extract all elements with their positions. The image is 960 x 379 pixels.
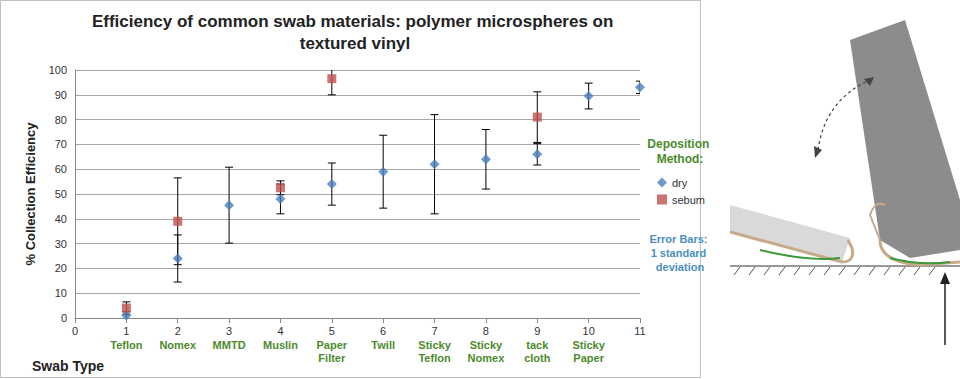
svg-text:Error Bars:: Error Bars:: [649, 233, 710, 245]
svg-text:9: 9: [534, 325, 540, 337]
svg-text:dry: dry: [672, 177, 688, 189]
svg-text:10: 10: [55, 287, 67, 299]
svg-text:Sticky: Sticky: [470, 339, 503, 351]
svg-text:3: 3: [226, 325, 232, 337]
svg-text:11: 11: [634, 325, 645, 337]
svg-text:Teflon: Teflon: [418, 352, 450, 364]
svg-text:6: 6: [380, 325, 386, 337]
svg-text:deviation: deviation: [656, 261, 705, 273]
svg-text:5: 5: [329, 325, 335, 337]
svg-text:2: 2: [175, 325, 181, 337]
svg-text:Swab Type: Swab Type: [32, 358, 104, 374]
svg-text:Nomex: Nomex: [468, 352, 506, 364]
svg-text:sebum: sebum: [672, 194, 705, 206]
svg-text:Efficiency of common swab mate: Efficiency of common swab materials: pol…: [92, 12, 618, 31]
svg-text:MMTD: MMTD: [213, 339, 246, 351]
svg-text:40: 40: [55, 213, 67, 225]
svg-text:Method:: Method:: [657, 152, 704, 166]
svg-text:0: 0: [72, 325, 78, 337]
svg-text:Sticky: Sticky: [418, 339, 451, 351]
svg-text:60: 60: [55, 163, 67, 175]
svg-text:Paper: Paper: [317, 339, 348, 351]
svg-text:70: 70: [55, 138, 67, 150]
svg-text:Nomex: Nomex: [159, 339, 197, 351]
svg-text:Sticky: Sticky: [572, 339, 605, 351]
svg-text:100: 100: [49, 64, 67, 76]
svg-text:8: 8: [483, 325, 489, 337]
svg-text:Muslin: Muslin: [263, 339, 298, 351]
svg-text:1 standard: 1 standard: [651, 247, 710, 259]
svg-text:Twill: Twill: [371, 339, 395, 351]
svg-text:80: 80: [55, 114, 67, 126]
svg-text:7: 7: [431, 325, 437, 337]
svg-text:30: 30: [55, 238, 67, 250]
svg-text:0: 0: [61, 312, 67, 324]
svg-text:10: 10: [583, 325, 595, 337]
svg-text:90: 90: [55, 89, 67, 101]
svg-text:Paper: Paper: [573, 352, 604, 364]
svg-text:cloth: cloth: [524, 352, 551, 364]
svg-text:4: 4: [277, 325, 283, 337]
svg-text:20: 20: [55, 262, 67, 274]
svg-text:tack: tack: [526, 339, 549, 351]
svg-text:1: 1: [123, 325, 129, 337]
svg-text:Deposition: Deposition: [647, 137, 712, 151]
svg-text:Teflon: Teflon: [110, 339, 142, 351]
svg-text:Filter: Filter: [318, 352, 346, 364]
svg-text:textured vinyl: textured vinyl: [300, 34, 411, 53]
svg-text:% Collection Efficiency: % Collection Efficiency: [23, 122, 38, 266]
svg-text:50: 50: [55, 188, 67, 200]
